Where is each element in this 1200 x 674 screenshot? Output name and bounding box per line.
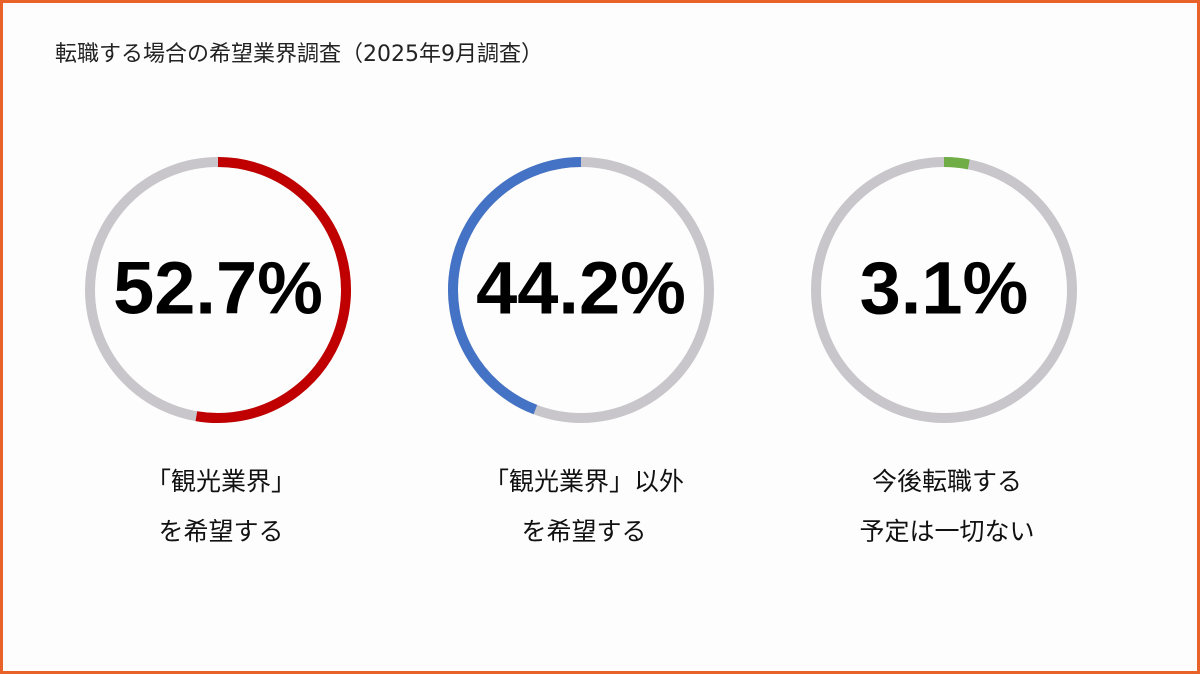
- category-label: 「観光業界」: [146, 467, 296, 496]
- category-label: 予定は一切ない: [859, 517, 1034, 546]
- value-label: 52.7%: [113, 247, 323, 330]
- page-title: 転職する場合の希望業界調査（2025年9月調査）: [55, 42, 543, 67]
- category-label: を希望する: [521, 517, 646, 546]
- value-label: 44.2%: [476, 247, 686, 330]
- donut-arc: [943, 157, 970, 170]
- donut-arc: [195, 157, 351, 423]
- donut-arc: [448, 157, 582, 415]
- category-label: を希望する: [158, 517, 283, 546]
- category-label: 今後転職する: [872, 467, 1022, 496]
- category-label: 「観光業界」以外: [484, 467, 684, 496]
- value-label: 3.1%: [860, 247, 1029, 330]
